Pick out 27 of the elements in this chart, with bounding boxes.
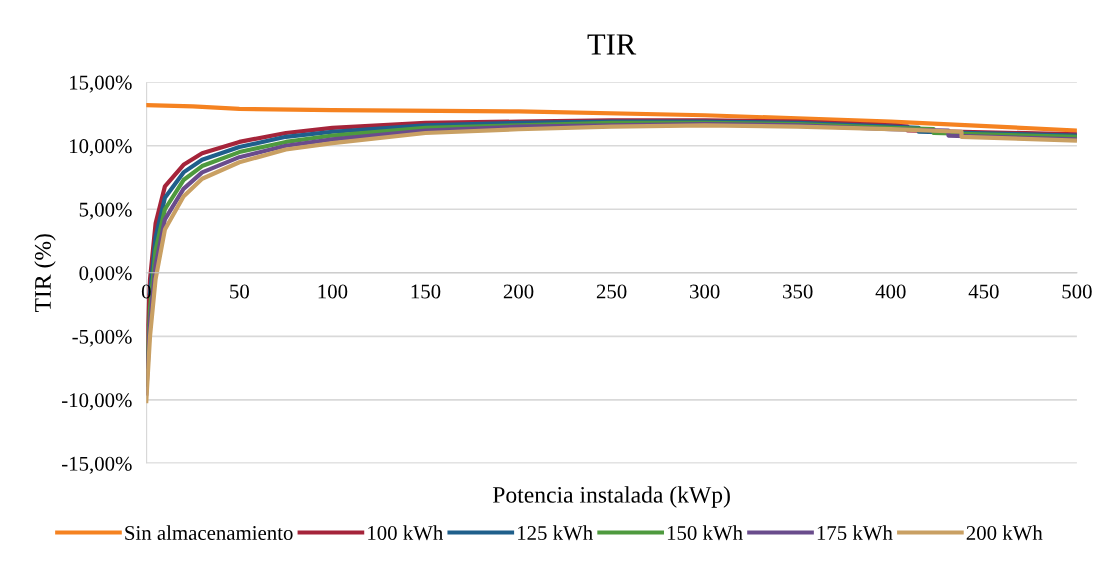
y-tick-label: 5,00% <box>79 202 132 220</box>
y-tick-label: -15,00% <box>62 456 132 474</box>
y-tick-label: 10,00% <box>70 139 132 157</box>
x-tick-label: 500 <box>1062 284 1092 299</box>
y-tick-label: 15,00% <box>70 75 132 93</box>
y-tick-label: -10,00% <box>62 393 132 411</box>
x-tick-label: 250 <box>596 284 627 299</box>
x-tick-label: 350 <box>783 284 813 299</box>
x-tick-label: 100 <box>318 284 348 299</box>
y-tick-label: -5,00% <box>72 329 132 347</box>
x-tick-label: 300 <box>690 284 720 299</box>
x-tick-label: 50 <box>230 284 249 299</box>
legend-label: Sin almacenamiento <box>125 525 293 541</box>
legend-label: 100 kWh <box>368 525 443 541</box>
line-series <box>146 102 1077 133</box>
chart-title: TIR <box>587 34 637 55</box>
legend-label: 150 kWh <box>667 525 743 541</box>
x-tick-label: 200 <box>503 284 534 299</box>
legend-label: 200 kWh <box>966 525 1043 541</box>
x-axis-title: Potencia instalada (kWp) <box>492 486 730 508</box>
y-axis-title: TIR (%) <box>34 234 56 313</box>
x-tick-label: 450 <box>968 284 999 299</box>
x-tick-label: 150 <box>411 284 441 299</box>
legend-label: 125 kWh <box>518 525 593 541</box>
x-tick-label: 400 <box>875 284 906 299</box>
legend-label: 175 kWh <box>817 525 893 541</box>
y-tick-label: 0,00% <box>79 266 132 284</box>
